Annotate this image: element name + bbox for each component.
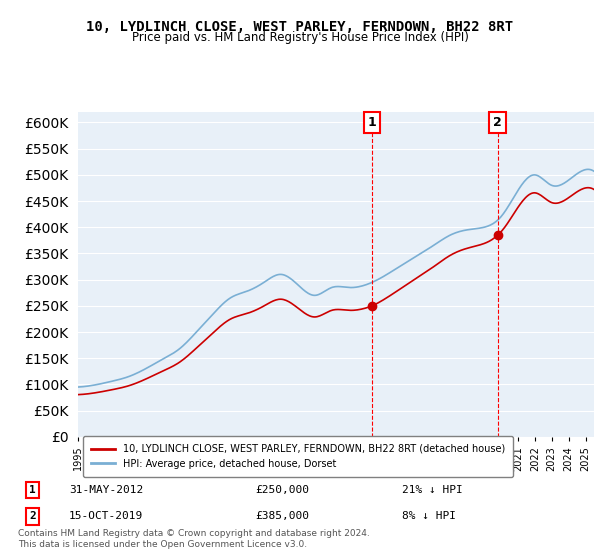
Text: Price paid vs. HM Land Registry's House Price Index (HPI): Price paid vs. HM Land Registry's House … xyxy=(131,31,469,44)
Text: 21% ↓ HPI: 21% ↓ HPI xyxy=(401,485,462,495)
Text: Contains HM Land Registry data © Crown copyright and database right 2024.
This d: Contains HM Land Registry data © Crown c… xyxy=(18,529,370,549)
Text: 2: 2 xyxy=(29,511,36,521)
Text: 1: 1 xyxy=(368,116,377,129)
Legend: 10, LYDLINCH CLOSE, WEST PARLEY, FERNDOWN, BH22 8RT (detached house), HPI: Avera: 10, LYDLINCH CLOSE, WEST PARLEY, FERNDOW… xyxy=(83,436,513,477)
Text: 8% ↓ HPI: 8% ↓ HPI xyxy=(401,511,455,521)
Text: £385,000: £385,000 xyxy=(255,511,309,521)
Text: 10, LYDLINCH CLOSE, WEST PARLEY, FERNDOWN, BH22 8RT: 10, LYDLINCH CLOSE, WEST PARLEY, FERNDOW… xyxy=(86,20,514,34)
Text: 1: 1 xyxy=(29,485,36,495)
Text: 2: 2 xyxy=(493,116,502,129)
Text: 15-OCT-2019: 15-OCT-2019 xyxy=(69,511,143,521)
Text: 31-MAY-2012: 31-MAY-2012 xyxy=(69,485,143,495)
Text: £250,000: £250,000 xyxy=(255,485,309,495)
